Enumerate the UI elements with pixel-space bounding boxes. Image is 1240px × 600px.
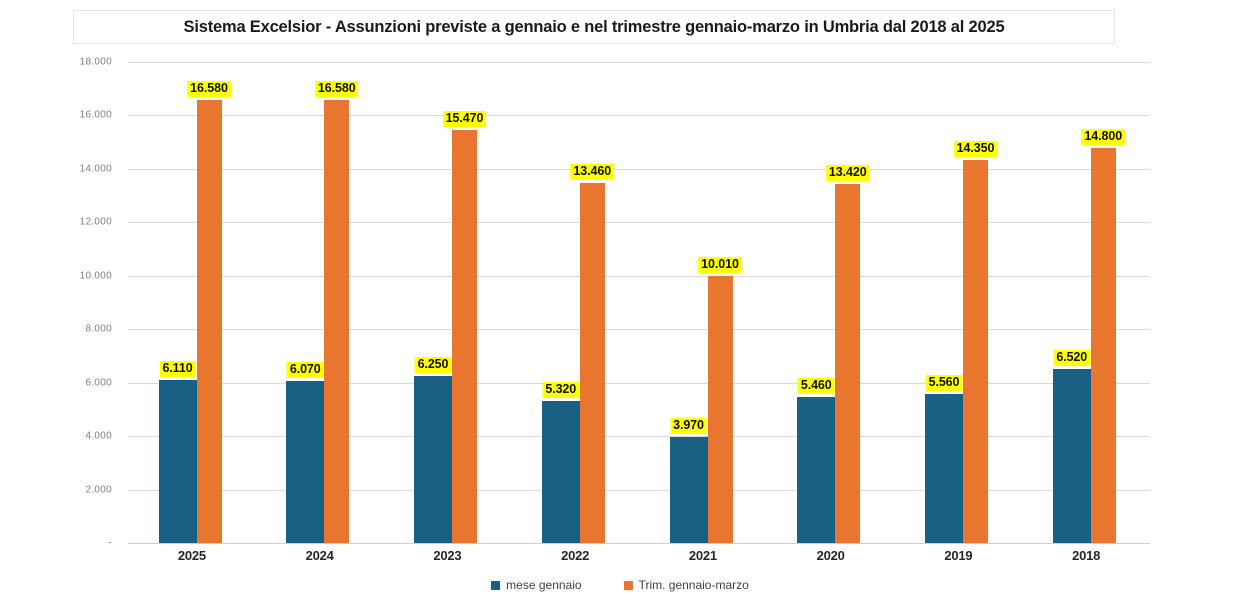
bar-group: 6.250 15.470 <box>384 62 512 543</box>
bar-mese-gennaio[interactable] <box>286 380 325 543</box>
bar-value-label: 16.580 <box>314 80 359 97</box>
bar-mese-gennaio[interactable] <box>158 379 197 543</box>
x-axis-tick-label: 2024 <box>305 548 334 563</box>
bar-value-label: 10.010 <box>698 256 742 273</box>
bar-value-label: 13.420 <box>825 165 870 182</box>
gridline <box>128 436 1150 438</box>
y-axis: - 2.000 4.000 6.000 8.000 10.000 12.000 14.000 1… <box>0 57 122 549</box>
page-title: Sistema Excelsior - Assunzioni previste … <box>183 17 1005 36</box>
gridline <box>128 115 1150 117</box>
bar-mese-gennaio[interactable] <box>414 376 452 543</box>
gridline <box>128 329 1150 331</box>
legend-swatch-icon <box>491 580 501 590</box>
bar-value-label: 5.560 <box>925 375 963 392</box>
y-axis-tick-label: 16.000 <box>79 109 112 121</box>
bar-mese-gennaio[interactable] <box>669 436 708 543</box>
bar-value-label: 14.350 <box>953 140 998 157</box>
plot-area: 6.110 16.580 6.070 16.580 6.250 15.470 5.320 13… <box>128 62 1150 544</box>
bar-groups: 6.110 16.580 6.070 16.580 6.250 15.470 5.320 13… <box>128 62 1150 543</box>
gridline <box>128 382 1150 384</box>
bar-value-label: 16.580 <box>187 80 231 97</box>
legend-item[interactable]: mese gennaio <box>491 578 582 592</box>
bar-mese-gennaio[interactable] <box>1052 368 1091 543</box>
bar-value-label: 6.520 <box>1053 349 1091 366</box>
bar-trim-gennaio-marzo[interactable] <box>324 99 350 543</box>
gridline <box>128 275 1150 277</box>
y-axis-tick-label: 2.000 <box>85 484 112 496</box>
bar-trim-gennaio-marzo[interactable] <box>579 183 605 543</box>
bar-group: 6.110 16.580 <box>128 62 256 543</box>
bar-trim-gennaio-marzo[interactable] <box>452 129 477 543</box>
x-axis: 2025 2024 2023 2022 2021 2020 2019 2018 <box>128 548 1150 570</box>
gridline <box>128 62 1150 63</box>
bar-value-label: 6.070 <box>286 361 324 378</box>
y-axis-tick-label: 14.000 <box>79 163 112 175</box>
bar-trim-gennaio-marzo[interactable] <box>196 99 222 543</box>
gridline <box>128 168 1150 170</box>
bar-group: 6.070 16.580 <box>256 62 384 543</box>
bar-value-label: 3.970 <box>670 417 707 434</box>
bar-group: 6.520 14.800 <box>1022 62 1150 543</box>
bar-group: 5.460 13.420 <box>767 62 895 543</box>
legend-label: Trim. gennaio-marzo <box>638 578 749 592</box>
x-axis-tick-label: 2021 <box>688 548 717 563</box>
bar-mese-gennaio[interactable] <box>925 394 963 543</box>
legend-swatch-icon <box>623 580 633 590</box>
bar-trim-gennaio-marzo[interactable] <box>707 275 733 543</box>
gridline <box>128 489 1150 491</box>
bar-mese-gennaio[interactable] <box>541 400 580 543</box>
bar-trim-gennaio-marzo[interactable] <box>835 184 861 543</box>
bar-trim-gennaio-marzo[interactable] <box>963 159 988 543</box>
gridline <box>128 222 1150 224</box>
x-axis-tick-label: 2020 <box>816 548 845 563</box>
bar-value-label: 13.460 <box>570 164 615 181</box>
x-axis-tick-label: 2019 <box>944 548 973 563</box>
bar-value-label: 15.470 <box>442 110 487 127</box>
x-axis-tick-label: 2025 <box>177 548 206 563</box>
legend-item[interactable]: Trim. gennaio-marzo <box>623 578 749 592</box>
x-axis-tick-label: 2022 <box>561 548 590 563</box>
gridlines <box>128 62 1150 544</box>
bar-group: 5.320 13.460 <box>511 62 639 543</box>
x-axis-tick-label: 2018 <box>1072 548 1101 563</box>
bar-value-label: 6.110 <box>159 360 196 377</box>
y-axis-tick-label: 12.000 <box>79 216 112 228</box>
chart-legend: mese gennaio Trim. gennaio-marzo <box>0 578 1240 592</box>
chart-title-box: Sistema Excelsior - Assunzioni previste … <box>73 10 1115 44</box>
bar-value-label: 5.460 <box>797 378 835 395</box>
bar-group: 5.560 14.350 <box>895 62 1023 543</box>
x-axis-tick-label: 2023 <box>433 548 462 563</box>
y-axis-tick-label: - <box>108 537 112 549</box>
gridline <box>128 543 1150 544</box>
legend-label: mese gennaio <box>506 578 582 592</box>
y-axis-tick-label: 18.000 <box>79 56 112 68</box>
y-axis-tick-label: 8.000 <box>85 323 112 335</box>
y-axis-tick-label: 6.000 <box>85 377 112 389</box>
bar-trim-gennaio-marzo[interactable] <box>1090 147 1116 543</box>
bar-group: 3.970 10.010 <box>639 62 767 543</box>
bar-mese-gennaio[interactable] <box>797 397 836 543</box>
bar-value-label: 14.800 <box>1081 128 1126 145</box>
y-axis-tick-label: 10.000 <box>79 270 112 282</box>
bar-value-label: 6.250 <box>414 357 452 373</box>
y-axis-tick-label: 4.000 <box>85 430 112 442</box>
bar-value-label: 5.320 <box>542 381 580 398</box>
